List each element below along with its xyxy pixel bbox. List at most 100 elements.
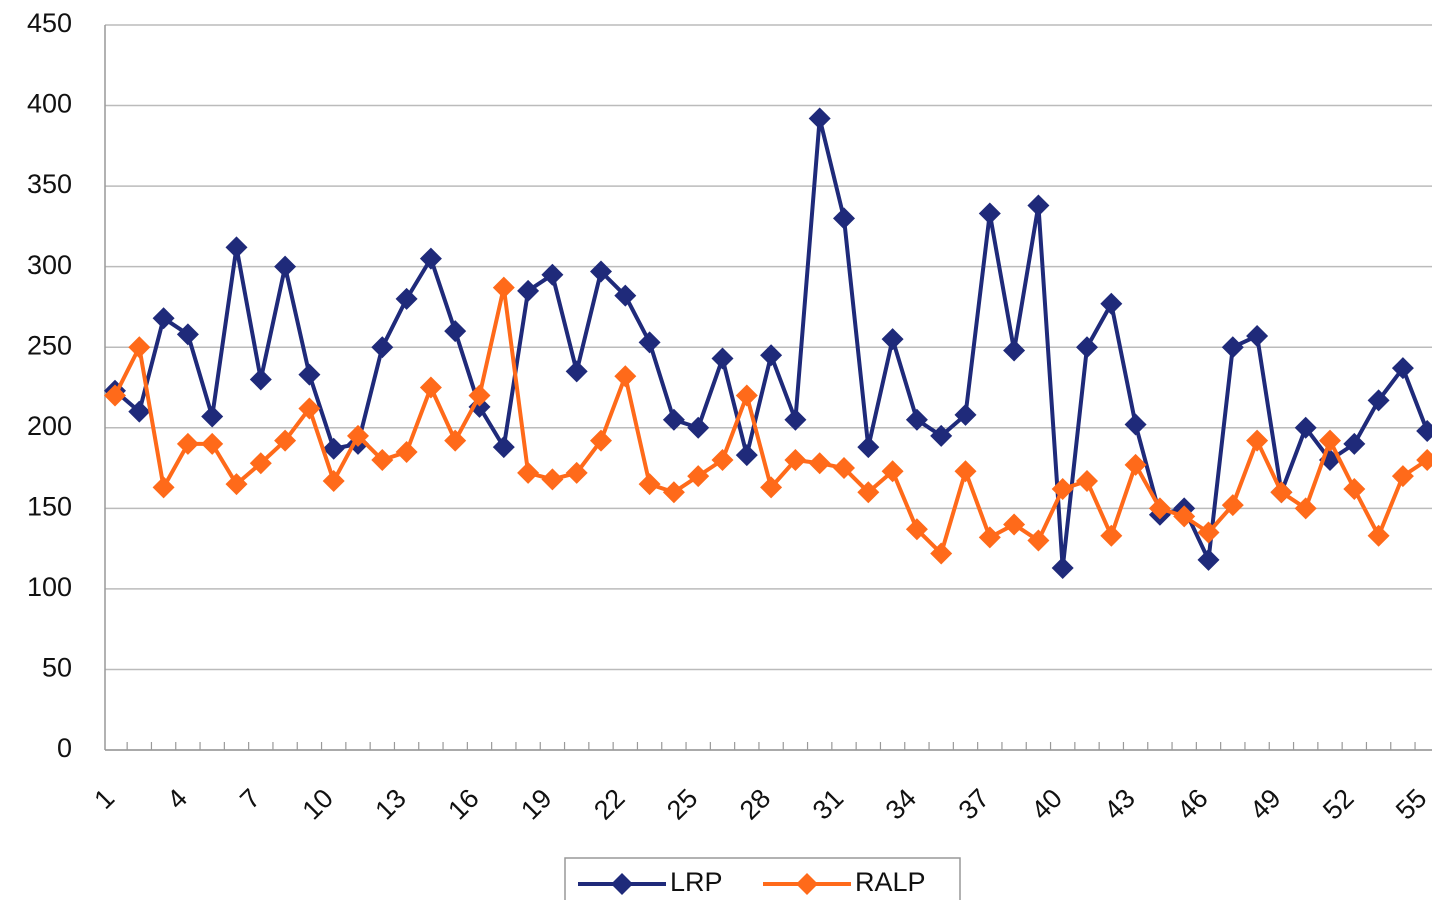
data-point — [176, 432, 199, 455]
data-point — [444, 429, 467, 452]
data-point — [954, 403, 977, 426]
x-tick-label: 31 — [807, 783, 849, 825]
data-point — [1294, 497, 1317, 520]
data-point — [565, 461, 588, 484]
y-tick-label: 0 — [57, 733, 72, 763]
data-point — [711, 449, 734, 471]
data-point — [1051, 478, 1074, 500]
legend-marker — [796, 873, 818, 895]
y-tick-label: 400 — [27, 89, 72, 119]
data-point — [930, 542, 953, 565]
y-tick-label: 300 — [27, 250, 72, 280]
data-point — [104, 384, 126, 407]
data-point — [152, 476, 175, 499]
data-point — [614, 284, 637, 307]
data-point — [1197, 521, 1220, 544]
legend-label: LRP — [670, 867, 723, 897]
data-point — [711, 347, 734, 370]
x-tick-label: 4 — [161, 783, 193, 815]
data-point — [1221, 336, 1244, 359]
x-tick-label: 19 — [515, 783, 557, 825]
y-tick-label: 50 — [42, 653, 72, 683]
data-point — [1416, 449, 1432, 471]
legend-label: RALP — [855, 867, 926, 897]
x-tick-label: 28 — [734, 783, 776, 825]
x-tick-label: 16 — [442, 783, 484, 825]
data-point — [492, 276, 515, 299]
data-point — [638, 473, 661, 496]
data-point — [1100, 292, 1123, 315]
data-point — [371, 449, 394, 471]
data-point — [468, 384, 491, 407]
data-point — [954, 460, 977, 483]
data-point — [808, 452, 831, 475]
data-point — [225, 473, 248, 496]
data-point — [128, 336, 151, 359]
data-point — [1076, 469, 1098, 492]
legend-marker — [611, 873, 633, 895]
data-point — [1319, 429, 1341, 452]
y-tick-label: 100 — [27, 572, 72, 602]
data-point — [1343, 478, 1366, 500]
data-point — [1246, 324, 1269, 347]
data-point — [1148, 497, 1171, 520]
data-point — [1367, 389, 1390, 412]
y-tick-label: 200 — [27, 411, 72, 441]
data-point — [905, 408, 928, 431]
data-point — [662, 481, 685, 504]
data-point — [1391, 357, 1414, 380]
data-point — [978, 526, 1001, 549]
data-point — [978, 202, 1001, 225]
data-point — [735, 444, 758, 467]
data-point — [468, 395, 491, 418]
data-point — [1221, 494, 1244, 517]
data-point — [274, 429, 297, 452]
data-point — [1197, 548, 1220, 571]
x-tick-label: 40 — [1026, 783, 1068, 825]
x-tick-label: 37 — [953, 783, 995, 825]
data-point — [541, 468, 564, 491]
data-point — [395, 287, 418, 310]
y-tick-label: 350 — [27, 169, 72, 199]
data-point — [881, 460, 904, 483]
x-tick-label: 46 — [1171, 783, 1213, 825]
data-point — [225, 236, 248, 259]
data-point — [1294, 416, 1317, 439]
data-point — [419, 376, 442, 399]
data-point — [517, 279, 540, 302]
data-point — [1391, 465, 1414, 488]
data-point — [1003, 513, 1026, 536]
x-tick-label: 49 — [1244, 783, 1286, 825]
data-point — [1246, 429, 1269, 452]
data-point — [662, 408, 685, 431]
data-point — [1003, 339, 1026, 362]
data-point — [833, 457, 855, 480]
data-point — [1416, 420, 1432, 442]
data-point — [249, 368, 272, 391]
data-point — [249, 452, 272, 475]
data-point — [1100, 524, 1123, 547]
x-tick-label: 1 — [88, 783, 120, 815]
data-point — [419, 247, 442, 270]
x-tick-label: 10 — [297, 783, 339, 825]
data-point — [857, 481, 880, 504]
data-point — [128, 400, 151, 423]
x-tick-label: 55 — [1390, 783, 1432, 825]
data-point — [274, 255, 297, 278]
data-point — [176, 323, 199, 346]
data-point — [1343, 432, 1366, 455]
data-point — [1270, 481, 1293, 504]
data-point — [784, 449, 807, 471]
y-tick-label: 150 — [27, 491, 72, 521]
data-point — [784, 408, 807, 431]
y-tick-label: 450 — [27, 8, 72, 38]
x-tick-label: 22 — [588, 783, 630, 825]
data-point — [1027, 194, 1050, 217]
data-point — [517, 461, 540, 484]
data-point — [347, 424, 369, 447]
data-point — [1367, 524, 1390, 547]
data-point — [492, 436, 515, 459]
data-point — [201, 432, 224, 455]
data-point — [687, 416, 710, 439]
